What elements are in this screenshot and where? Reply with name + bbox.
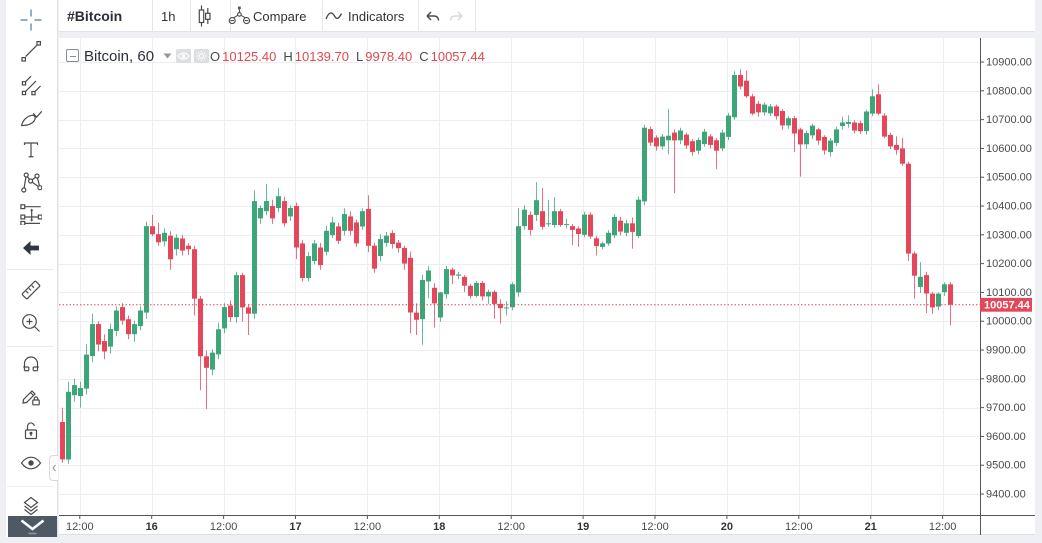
svg-text:10057.44: 10057.44 bbox=[984, 300, 1031, 312]
svg-text:16: 16 bbox=[146, 521, 158, 533]
svg-text:10100.00: 10100.00 bbox=[986, 287, 1032, 299]
svg-text:12:00: 12:00 bbox=[785, 521, 813, 533]
svg-text:21: 21 bbox=[865, 521, 877, 533]
svg-text:9800.00: 9800.00 bbox=[986, 373, 1026, 385]
svg-text:18: 18 bbox=[433, 521, 445, 533]
svg-text:9700.00: 9700.00 bbox=[986, 402, 1026, 414]
svg-text:10300.00: 10300.00 bbox=[986, 229, 1032, 241]
svg-text:12:00: 12:00 bbox=[497, 521, 525, 533]
svg-text:12:00: 12:00 bbox=[354, 521, 382, 533]
svg-text:10500.00: 10500.00 bbox=[986, 172, 1032, 184]
svg-text:19: 19 bbox=[577, 521, 589, 533]
svg-text:12:00: 12:00 bbox=[641, 521, 669, 533]
svg-text:10400.00: 10400.00 bbox=[986, 201, 1032, 213]
svg-text:10900.00: 10900.00 bbox=[986, 57, 1032, 69]
svg-text:9400.00: 9400.00 bbox=[986, 489, 1026, 501]
svg-text:10600.00: 10600.00 bbox=[986, 143, 1032, 155]
svg-text:9900.00: 9900.00 bbox=[986, 345, 1026, 357]
svg-text:10000.00: 10000.00 bbox=[986, 316, 1032, 328]
svg-text:12:00: 12:00 bbox=[210, 521, 238, 533]
svg-text:20: 20 bbox=[721, 521, 733, 533]
svg-text:10800.00: 10800.00 bbox=[986, 85, 1032, 97]
svg-text:9500.00: 9500.00 bbox=[986, 460, 1026, 472]
svg-text:10200.00: 10200.00 bbox=[986, 258, 1032, 270]
svg-text:9600.00: 9600.00 bbox=[986, 431, 1026, 443]
svg-text:10700.00: 10700.00 bbox=[986, 114, 1032, 126]
svg-text:17: 17 bbox=[289, 521, 301, 533]
svg-text:12:00: 12:00 bbox=[66, 521, 94, 533]
svg-text:12:00: 12:00 bbox=[929, 521, 957, 533]
